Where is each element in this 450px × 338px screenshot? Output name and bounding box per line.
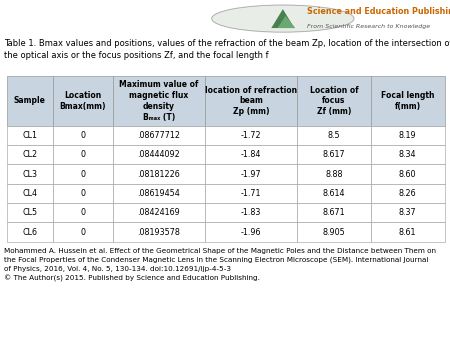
Bar [53,164,113,184]
Text: 0: 0 [80,170,86,178]
Text: Focal length
f(mm): Focal length f(mm) [381,91,435,111]
Text: Mohammed A. Hussein et al. Effect of the Geometrical Shape of the Magnetic Poles: Mohammed A. Hussein et al. Effect of the… [4,248,436,282]
Text: Location of
focus
Zf (mm): Location of focus Zf (mm) [310,86,358,116]
Text: -1.96: -1.96 [241,227,261,237]
Bar [205,222,297,242]
Bar [371,222,445,242]
Bar [53,184,113,203]
Bar [53,145,113,164]
Text: 0: 0 [80,131,86,140]
Text: 0: 0 [80,189,86,198]
Text: CL1: CL1 [22,131,37,140]
Text: 0: 0 [80,227,86,237]
Bar [53,203,113,222]
Bar [7,145,53,164]
Text: .08444092: .08444092 [137,150,180,159]
Bar [371,76,445,126]
Bar [7,164,53,184]
Text: 8.61: 8.61 [399,227,417,237]
Bar [371,203,445,222]
Polygon shape [278,16,295,28]
Bar [113,184,205,203]
Bar [7,222,53,242]
Bar [205,164,297,184]
Text: CL2: CL2 [22,150,37,159]
Bar [371,126,445,145]
Text: 8.5: 8.5 [328,131,340,140]
Bar [7,203,53,222]
Text: 0: 0 [80,208,86,217]
Bar [371,164,445,184]
Bar [297,145,371,164]
Bar [113,145,205,164]
Bar [297,222,371,242]
Bar [297,184,371,203]
Bar [7,184,53,203]
Bar [297,203,371,222]
Text: From Scientific Research to Knowledge: From Scientific Research to Knowledge [307,24,430,28]
Text: 8.88: 8.88 [325,170,343,178]
Text: Sample: Sample [14,96,46,105]
Text: Table 1. Bmax values and positions, values of the refraction of the beam Zp, loc: Table 1. Bmax values and positions, valu… [4,39,450,60]
Bar [297,76,371,126]
Bar [53,76,113,126]
Bar [205,145,297,164]
Text: -1.84: -1.84 [241,150,261,159]
Text: 8.60: 8.60 [399,170,417,178]
Text: -1.83: -1.83 [241,208,261,217]
Text: 8.671: 8.671 [323,208,345,217]
Text: 8.905: 8.905 [323,227,345,237]
Bar [7,126,53,145]
Bar [7,76,53,126]
Text: -1.71: -1.71 [241,189,261,198]
Text: 0: 0 [80,150,86,159]
Text: 8.37: 8.37 [399,208,417,217]
Bar [297,126,371,145]
Text: CL5: CL5 [22,208,37,217]
Bar [297,164,371,184]
Text: .08619454: .08619454 [137,189,180,198]
Bar [53,222,113,242]
Text: .08677712: .08677712 [137,131,180,140]
Text: .08181226: .08181226 [137,170,180,178]
Bar [205,203,297,222]
Text: 8.26: 8.26 [399,189,417,198]
Circle shape [212,5,354,32]
Bar [371,145,445,164]
Text: Location
Bmax(mm): Location Bmax(mm) [59,91,106,111]
Text: 8.614: 8.614 [323,189,345,198]
Bar [113,76,205,126]
Bar [113,203,205,222]
Bar [113,126,205,145]
Bar [205,76,297,126]
Text: .08193578: .08193578 [137,227,180,237]
Text: location of refraction
beam
Zp (mm): location of refraction beam Zp (mm) [205,86,297,116]
Text: -1.72: -1.72 [241,131,261,140]
Text: 8.617: 8.617 [323,150,345,159]
Text: Science and Education Publishing: Science and Education Publishing [307,7,450,16]
Text: CL3: CL3 [22,170,37,178]
Text: .08424169: .08424169 [137,208,180,217]
Bar [371,184,445,203]
Text: 8.34: 8.34 [399,150,417,159]
Text: Maximum value of
magnetic flux
density
Bₘₐₓ (T): Maximum value of magnetic flux density B… [119,80,198,122]
Bar [53,126,113,145]
Bar [113,222,205,242]
Polygon shape [271,9,294,28]
Bar [205,184,297,203]
Text: CL4: CL4 [22,189,37,198]
Text: 8.19: 8.19 [399,131,417,140]
Bar [113,164,205,184]
Text: CL6: CL6 [22,227,37,237]
Bar [205,126,297,145]
Text: -1.97: -1.97 [241,170,261,178]
